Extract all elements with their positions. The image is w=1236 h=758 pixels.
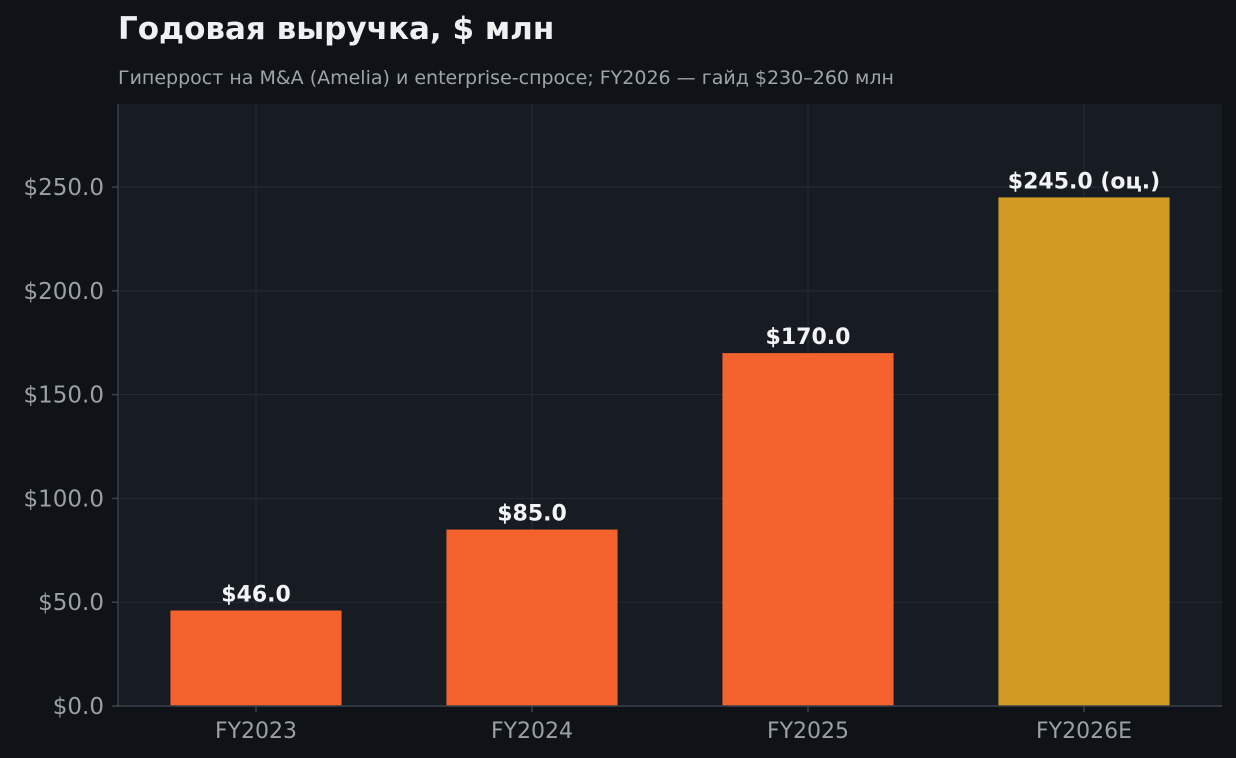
bars	[170, 197, 1170, 706]
axes	[117, 104, 1222, 707]
data-labels: $46.0 $85.0 $170.0 $245.0 (оц.)	[221, 169, 1160, 607]
bar-fy2026e	[998, 197, 1170, 706]
x-axis-ticks: FY2023 FY2024 FY2025 FY2026E	[215, 706, 1132, 744]
y-tick-label: $250.0	[24, 175, 104, 201]
bar-value-label: $46.0	[221, 583, 291, 608]
x-tick-label: FY2024	[491, 719, 573, 744]
chart-title: Годовая выручка, $ млн	[118, 11, 554, 47]
y-tick-label: $50.0	[38, 590, 104, 616]
x-tick-label: FY2023	[215, 719, 297, 744]
bar-value-label: $245.0 (оц.)	[1008, 169, 1160, 194]
x-tick-label: FY2026E	[1036, 719, 1132, 744]
chart-subtitle: Гиперрост на M&A (Amelia) и enterprise-с…	[118, 67, 894, 89]
bar-fy2024	[446, 529, 618, 706]
y-axis-ticks: $0.0 $50.0 $100.0 $150.0 $200.0 $250.0	[24, 175, 118, 720]
bar-value-label: $170.0	[766, 325, 851, 350]
x-tick-label: FY2025	[767, 719, 849, 744]
y-tick-label: $100.0	[24, 486, 104, 512]
bar-fy2023	[170, 610, 342, 706]
bar-fy2025	[722, 353, 894, 706]
y-tick-label: $200.0	[24, 279, 104, 305]
y-tick-label: $150.0	[24, 383, 104, 409]
bar-value-label: $85.0	[497, 502, 567, 527]
y-tick-label: $0.0	[53, 694, 104, 720]
